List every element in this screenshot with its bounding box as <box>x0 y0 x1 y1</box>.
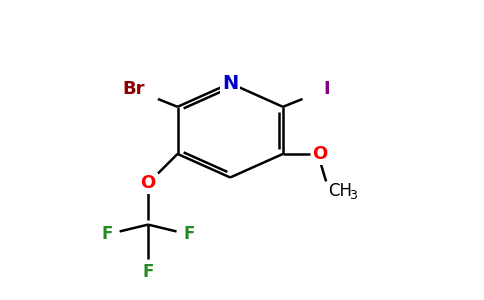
Text: F: F <box>142 263 154 281</box>
Text: O: O <box>313 145 328 163</box>
Text: O: O <box>140 174 156 192</box>
Text: F: F <box>183 225 195 243</box>
Text: I: I <box>324 80 331 98</box>
Text: Br: Br <box>122 80 145 98</box>
Text: F: F <box>101 225 113 243</box>
Text: N: N <box>222 74 238 93</box>
Text: CH: CH <box>328 182 352 200</box>
Text: 3: 3 <box>348 189 357 202</box>
